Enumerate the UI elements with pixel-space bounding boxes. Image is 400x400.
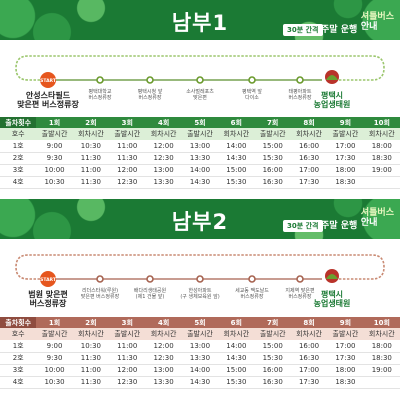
route-section-south2: 남부2 30분 간격 주말 운행 셔틀버스 안내 START 범원 맞은편 버스정… — [0, 199, 400, 400]
start-marker-icon — [40, 271, 56, 287]
interval-badge: 30분 간격 — [283, 220, 323, 232]
table-row: 3호 10:00 11:00 12:00 13:00 14:00 15:00 16:0… — [0, 164, 400, 177]
interval-badge: 30분 간격 — [283, 24, 323, 36]
station: 세교동 맥도날드 버스정류장 — [235, 288, 269, 300]
timetable-group-header: 출차횟수 1회 2회 3회 4회 5회 6회 7회 8회 9회 10회 — [0, 117, 400, 128]
route-line: START — [15, 254, 385, 287]
svg-text:START: START — [40, 78, 57, 84]
route-title: 남부1 — [171, 11, 229, 35]
route-map: START 범원 맞은편 버스정류장 리더스타워(루원) 맞은편 버스정류장 배다리… — [0, 239, 400, 317]
stop-marker-icon — [296, 76, 304, 84]
stop-marker-icon — [196, 76, 204, 84]
operation-label: 주말 운행 — [321, 221, 358, 231]
station-start: 안성스타필드 맞은편 버스정류장 — [17, 91, 79, 109]
timetable-sub-header: 호수 출발시간 회차시간 출발시간 회차시간 출발시간 회차시간 출발시간 회차… — [0, 328, 400, 340]
timetable-sub-header: 호수 출발시간 회차시간 출발시간 회차시간 출발시간 회차시간 출발시간 회차… — [0, 128, 400, 140]
shuttle-info-label: 셔틀버스 안내 — [360, 208, 394, 228]
stop-marker-icon — [96, 76, 104, 84]
operation-label: 주말 운행 — [321, 25, 358, 35]
station: 평택역 앞 다이소 — [242, 89, 262, 101]
station: 소사벌레포츠 맞은편 — [186, 89, 214, 101]
header-band: 남부2 30분 간격 주말 운행 셔틀버스 안내 — [0, 199, 400, 239]
timetable-group-header: 출차횟수 1회 2회 3회 4회 5회 6회 7회 8회 9회 10회 — [0, 317, 400, 328]
table-row: 2호 9:30 11:30 11:30 12:30 13:30 14:30 15:30… — [0, 152, 400, 165]
stop-marker-icon — [146, 275, 154, 283]
table-row: 2호 9:30 11:30 11:30 12:30 13:30 14:30 15:30… — [0, 352, 400, 365]
table-row: 1호 9:00 10:30 11:00 12:00 13:00 14:00 15:00… — [0, 140, 400, 153]
route-section-south1: 남부1 30분 간격 주말 운행 셔틀버스 안내 START 안성스타필드 맞은편… — [0, 0, 400, 198]
station: 평택시청 앞 버스정류장 — [137, 89, 163, 101]
station: 리더스타워(루원) 맞은편 버스정류장 — [80, 288, 120, 300]
table-row: 4호 10:30 11:30 12:30 13:30 14:30 15:30 16:3… — [0, 176, 400, 189]
station: 지제역 맞은편 버스정류장 — [285, 288, 315, 300]
station-start: 범원 맞은편 버스정류장 — [28, 290, 68, 308]
shuttle-info-label: 셔틀버스 안내 — [360, 12, 394, 32]
route-line: START — [15, 55, 385, 88]
station: 한성아파트 (구 생체보육원 앞) — [180, 288, 220, 300]
station: 평택대학교 버스정류장 — [88, 89, 112, 101]
leaf-decoration — [270, 199, 400, 239]
leaf-decoration — [0, 199, 130, 239]
table-row: 4호 10:30 11:30 12:30 13:30 14:30 15:30 16:3… — [0, 376, 400, 389]
table-row: 1호 9:00 10:30 11:00 12:00 13:00 14:00 15:00… — [0, 340, 400, 353]
stop-marker-icon — [146, 76, 154, 84]
stop-marker-icon — [248, 275, 256, 283]
stop-marker-icon — [196, 275, 204, 283]
table-row: 3호 10:00 11:00 12:00 13:00 14:00 15:00 16:0… — [0, 364, 400, 377]
leaf-decoration — [0, 0, 130, 40]
station: 배다리생태공원 (제1 건물 앞) — [133, 288, 167, 300]
svg-text:START: START — [40, 277, 57, 283]
station: 태평아파트 버스정류장 — [288, 89, 312, 101]
timetable: 출차횟수 1회 2회 3회 4회 5회 6회 7회 8회 9회 10회 호수 출… — [0, 117, 400, 189]
timetable: 출차횟수 1회 2회 3회 4회 5회 6회 7회 8회 9회 10회 호수 출… — [0, 317, 400, 389]
stop-marker-icon — [96, 275, 104, 283]
header-band: 남부1 30분 간격 주말 운행 셔틀버스 안내 — [0, 0, 400, 40]
stop-marker-icon — [248, 76, 256, 84]
route-title: 남부2 — [171, 210, 229, 234]
station-destination: 평택시 농업생태원 — [313, 91, 351, 109]
stop-marker-icon — [296, 275, 304, 283]
station-destination: 평택시 농업생태원 — [313, 290, 351, 308]
start-marker-icon — [40, 72, 56, 88]
